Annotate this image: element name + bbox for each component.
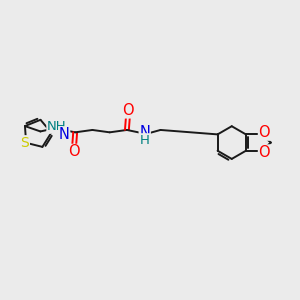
Text: O: O: [68, 145, 80, 160]
Text: NH: NH: [47, 120, 67, 133]
Text: S: S: [21, 136, 29, 150]
Text: O: O: [259, 125, 270, 140]
Text: O: O: [122, 103, 134, 118]
Text: N: N: [59, 127, 70, 142]
Text: O: O: [259, 145, 270, 160]
Text: N: N: [139, 124, 150, 140]
Text: H: H: [140, 134, 150, 147]
